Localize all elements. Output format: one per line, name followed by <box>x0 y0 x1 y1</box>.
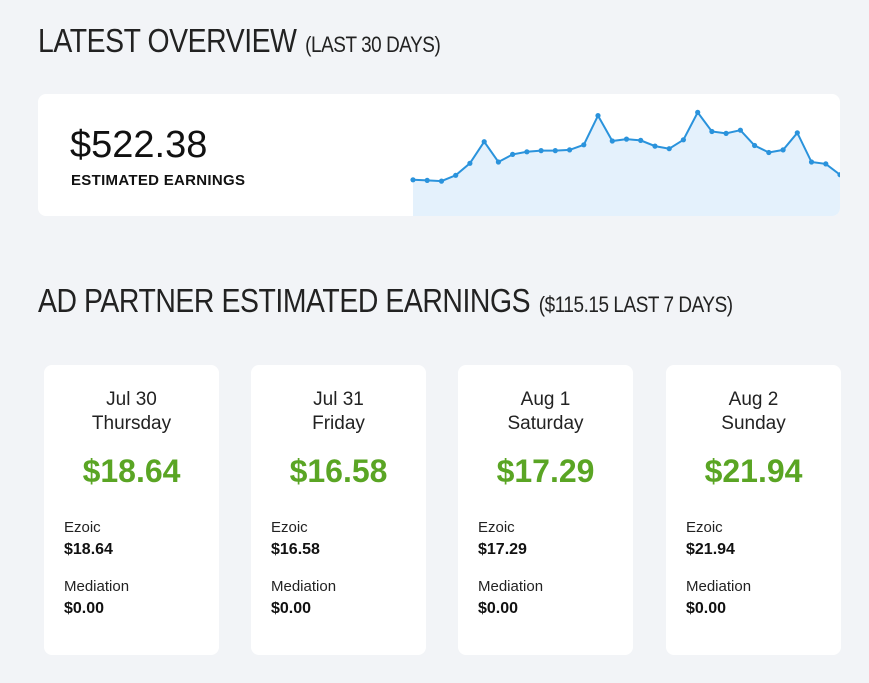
estimated-earnings-amount: $522.38 <box>70 124 208 166</box>
ad-partner-subtitle: ($115.15 LAST 7 DAYS) <box>538 292 733 317</box>
sparkline-point <box>552 148 558 154</box>
sparkline-point <box>538 148 544 154</box>
sparkline-point <box>794 130 800 136</box>
estimated-earnings-label: ESTIMATED EARNINGS <box>71 172 246 189</box>
day-weekday: Friday <box>312 413 365 434</box>
sparkline-point <box>623 136 630 142</box>
sparkline-points <box>410 109 840 184</box>
earnings-sparkline <box>410 109 840 216</box>
day-date: Aug 2 <box>728 389 779 410</box>
sparkline-point <box>438 178 445 184</box>
ezoic-value: $17.29 <box>478 541 527 558</box>
sparkline-point <box>752 142 758 149</box>
day-date: Jul 30 <box>106 389 157 410</box>
mediation-value: $0.00 <box>271 600 312 617</box>
mediation-label: Mediation <box>271 578 337 595</box>
sparkline-point <box>737 127 744 133</box>
day-weekday: Thursday <box>91 413 172 434</box>
day-card-jul-31: Jul 31 Friday $16.58 Ezoic $16.58 Mediat… <box>251 365 426 655</box>
sparkline-point <box>495 159 501 165</box>
sparkline-point <box>766 149 772 156</box>
ad-partner-title: AD PARTNER ESTIMATED EARNINGS <box>38 282 531 319</box>
ezoic-label: Ezoic <box>686 519 723 536</box>
sparkline-area <box>413 112 840 216</box>
sparkline-point <box>709 128 715 135</box>
sparkline-point <box>695 109 701 115</box>
ezoic-value: $16.58 <box>271 541 320 558</box>
ezoic-label: Ezoic <box>64 519 101 536</box>
sparkline-point <box>666 146 672 152</box>
sparkline-point <box>510 151 516 157</box>
sparkline-point <box>808 159 815 165</box>
sparkline-point <box>837 172 840 178</box>
mediation-label: Mediation <box>686 578 752 595</box>
overview-card: $522.38 ESTIMATED EARNINGS <box>38 94 840 216</box>
sparkline-point <box>481 139 487 145</box>
ezoic-label: Ezoic <box>271 519 308 536</box>
day-card-jul-30: Jul 30 Thursday $18.64 Ezoic $18.64 Medi… <box>44 365 219 655</box>
sparkline-point <box>424 177 430 183</box>
latest-overview-title: LATEST OVERVIEW <box>38 22 297 59</box>
sparkline-point <box>410 177 416 183</box>
sparkline-point <box>595 113 601 119</box>
latest-overview-heading: LATEST OVERVIEW (LAST 30 DAYS) <box>38 22 441 60</box>
sparkline-point <box>467 160 473 166</box>
day-card-aug-2: Aug 2 Sunday $21.94 Ezoic $21.94 Mediati… <box>666 365 841 655</box>
day-date: Jul 31 <box>313 389 364 410</box>
sparkline-point <box>680 137 687 143</box>
sparkline-point <box>453 172 459 178</box>
day-total-earnings: $21.94 <box>704 453 803 489</box>
day-weekday: Saturday <box>507 413 584 434</box>
day-total-earnings: $18.64 <box>82 453 181 489</box>
mediation-value: $0.00 <box>478 600 519 617</box>
day-weekday: Sunday <box>721 413 786 434</box>
sparkline-point <box>609 138 615 144</box>
sparkline-point <box>581 142 587 148</box>
day-date: Aug 1 <box>520 389 571 410</box>
sparkline-point <box>524 149 530 155</box>
ezoic-label: Ezoic <box>478 519 515 536</box>
ezoic-value: $21.94 <box>686 541 735 558</box>
latest-overview-subtitle: (LAST 30 DAYS) <box>305 32 441 57</box>
mediation-label: Mediation <box>64 578 130 595</box>
day-card-aug-1: Aug 1 Saturday $17.29 Ezoic $17.29 Media… <box>458 365 633 655</box>
sparkline-point <box>780 147 786 153</box>
mediation-value: $0.00 <box>64 600 105 617</box>
day-total-earnings: $17.29 <box>496 453 595 489</box>
sparkline-point <box>723 130 729 136</box>
sparkline-point <box>652 143 658 149</box>
sparkline-point <box>823 161 829 167</box>
sparkline-point <box>638 137 644 143</box>
sparkline-point <box>567 147 573 153</box>
day-total-earnings: $16.58 <box>289 453 388 489</box>
ad-partner-heading: AD PARTNER ESTIMATED EARNINGS ($115.15 LA… <box>38 282 733 320</box>
ezoic-value: $18.64 <box>64 541 113 558</box>
mediation-label: Mediation <box>478 578 544 595</box>
mediation-value: $0.00 <box>686 600 727 617</box>
